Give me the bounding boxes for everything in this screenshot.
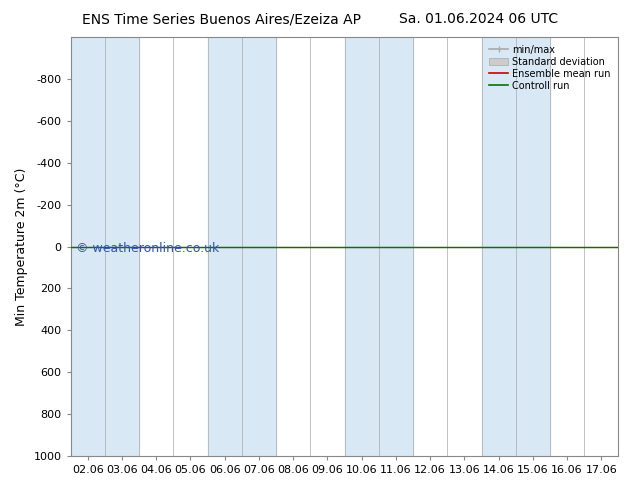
Text: Sa. 01.06.2024 06 UTC: Sa. 01.06.2024 06 UTC [399,12,559,26]
Bar [105,37,139,456]
Bar [481,37,515,456]
Bar [70,37,105,456]
Bar [515,37,550,456]
Legend: min/max, Standard deviation, Ensemble mean run, Controll run: min/max, Standard deviation, Ensemble me… [486,42,614,94]
Bar [207,37,242,456]
Bar [378,37,413,456]
Bar [344,37,378,456]
Text: © weatheronline.co.uk: © weatheronline.co.uk [76,242,219,255]
Y-axis label: Min Temperature 2m (°C): Min Temperature 2m (°C) [15,167,28,326]
Text: ENS Time Series Buenos Aires/Ezeiza AP: ENS Time Series Buenos Aires/Ezeiza AP [82,12,361,26]
Bar [242,37,276,456]
